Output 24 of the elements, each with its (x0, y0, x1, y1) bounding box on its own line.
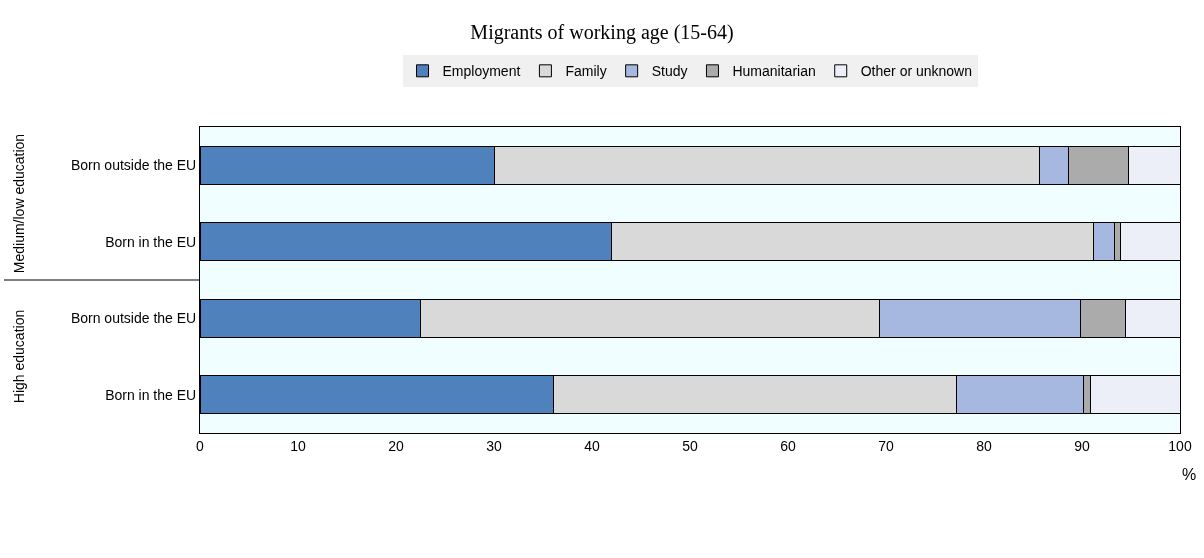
legend-label: Study (651, 63, 688, 80)
x-axis-title: % (1182, 466, 1197, 483)
y-tick-label: Born in the EU (105, 233, 197, 250)
x-tick-label: 50 (682, 437, 698, 454)
y-tick-label: Born outside the EU (70, 157, 197, 174)
x-tick-label: 80 (976, 437, 992, 454)
x-tick-label: 40 (584, 437, 600, 454)
legend-label: Humanitarian (732, 63, 816, 80)
x-tick-label: 30 (486, 437, 502, 454)
x-tick-label: 60 (780, 437, 796, 454)
x-tick-label: 100 (1168, 437, 1192, 454)
chart-title: Migrants of working age (15-64) (470, 21, 734, 45)
x-tick-label: 90 (1074, 437, 1090, 454)
x-tick-label: 70 (878, 437, 894, 454)
legend-label: Employment (442, 63, 521, 80)
legend-label: Family (565, 63, 607, 80)
x-tick-label: 20 (388, 437, 404, 454)
legend-label: Other or unknown (860, 63, 973, 80)
y-tick-label: Born outside the EU (70, 310, 197, 327)
text: High education (11, 309, 28, 404)
text: Medium/low education (11, 133, 28, 274)
x-tick-label: 0 (196, 437, 205, 454)
y-tick-label: Born in the EU (105, 386, 197, 403)
x-tick-label: 10 (290, 437, 306, 454)
